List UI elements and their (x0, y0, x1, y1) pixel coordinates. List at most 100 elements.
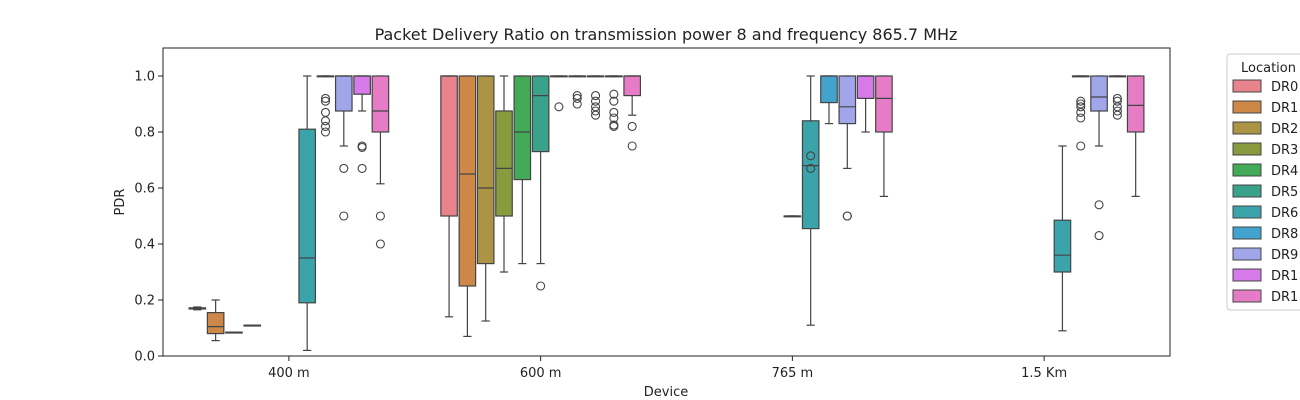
box-body (206, 312, 225, 335)
x-tick-label: 1.5 Km (1021, 366, 1067, 381)
legend-label: DR9 (1271, 248, 1298, 263)
outlier-point (609, 107, 619, 117)
box-dr8-765-m (820, 75, 838, 125)
legend-label: DR3 (1271, 143, 1298, 158)
legend: Location DR0 DR1 DR2 DR3 DR4 DR5 DR6 DR8 DR9 DR1 D… (1226, 53, 1300, 311)
box-body (531, 75, 550, 153)
box-dr1-400-m (206, 299, 225, 342)
box-body (476, 75, 495, 265)
box-body (838, 75, 857, 125)
legend-swatch (1232, 205, 1262, 219)
box-dr6-400-m (298, 75, 317, 351)
x-axis-label: Device (644, 385, 688, 400)
box-body (458, 75, 477, 287)
outlier-point (591, 110, 601, 120)
box-dr9-400-m (334, 75, 353, 221)
box-body (1053, 219, 1072, 273)
legend-swatch (1232, 289, 1262, 303)
outlier-point (320, 116, 331, 126)
box-body (801, 120, 820, 230)
outlier-point (1094, 200, 1104, 210)
legend-swatch (1232, 121, 1262, 135)
legend-label: DR1 (1271, 101, 1298, 116)
box-dr4-600-m (513, 75, 532, 265)
outlier-point (554, 102, 564, 112)
outlier-point (609, 121, 619, 131)
box-dr5-765-m (783, 215, 802, 218)
box-dr1-15-km (1126, 75, 1145, 197)
box-dr1-400-m (371, 75, 390, 249)
outlier-point (357, 142, 367, 152)
box-body (856, 75, 875, 99)
outlier-point (339, 211, 349, 221)
box-dr1-765-m (856, 75, 875, 133)
box-body (1126, 75, 1145, 133)
box-dr3-600-m (495, 75, 513, 273)
outlier-point (1076, 113, 1086, 123)
outlier-point (1112, 106, 1122, 116)
box-dr1-765-m (875, 75, 893, 197)
y-tick-label: 0.6 (134, 182, 155, 197)
box-dr8-15-km (1071, 75, 1090, 151)
box-body (1090, 75, 1108, 112)
box-body (495, 110, 513, 217)
y-tick-label: 0.4 (134, 238, 155, 253)
legend-label: DR6 (1271, 206, 1298, 221)
outlier-point (320, 96, 331, 106)
x-tick-label: 600 m (520, 366, 562, 381)
legend-swatch (1232, 79, 1262, 93)
legend-swatch (1232, 247, 1262, 261)
box-dr0-400-m (188, 306, 207, 311)
box-dr1-600-m (623, 75, 642, 151)
outlier-point (1076, 102, 1086, 112)
box-body (623, 75, 642, 97)
box-body (353, 75, 371, 95)
box-body (513, 75, 532, 181)
outlier-point (572, 93, 582, 103)
outlier-point (572, 99, 582, 109)
box-dr9-15-km (1090, 75, 1108, 241)
legend-label: DR5 (1271, 185, 1298, 200)
outlier-point (320, 121, 331, 131)
box-dr6-765-m (801, 75, 820, 326)
box-dr8-600-m (568, 75, 587, 109)
legend-swatch (1232, 226, 1262, 240)
box-dr1-15-km (1108, 75, 1127, 120)
box-body (334, 75, 353, 112)
legend-label: DR1 (1271, 290, 1298, 305)
box-dr1-600-m (605, 75, 623, 131)
outlier-point (609, 89, 619, 99)
outlier-point (339, 163, 349, 173)
box-body (875, 75, 893, 133)
outlier-point (806, 163, 816, 173)
legend-label: DR4 (1271, 164, 1298, 179)
legend-swatch (1232, 184, 1262, 198)
box-body (440, 75, 458, 217)
outlier-point (1076, 96, 1086, 106)
legend-swatch (1232, 163, 1262, 177)
box-dr6-600-m (550, 75, 568, 112)
outlier-point (609, 96, 619, 106)
y-tick-label: 0.0 (134, 350, 155, 365)
outlier-point (1112, 110, 1122, 120)
outlier-point (1112, 96, 1122, 106)
outlier-point (536, 281, 546, 291)
y-tick-label: 1.0 (134, 70, 155, 85)
box-dr3-400-m (243, 324, 262, 327)
legend-title: Location (1241, 61, 1296, 76)
box-dr8-400-m (316, 75, 335, 137)
chart-title: Packet Delivery Ratio on transmission po… (375, 25, 958, 44)
outlier-point (1076, 141, 1086, 151)
outlier-point (591, 96, 601, 106)
outlier-point (842, 211, 852, 221)
outlier-point (375, 239, 385, 249)
legend-frame (1226, 53, 1300, 311)
legend-label: DR1 (1271, 269, 1298, 284)
outlier-point (591, 106, 601, 116)
box-dr0-600-m (440, 75, 458, 318)
box-dr2-600-m (476, 75, 495, 322)
outlier-point (1076, 107, 1086, 117)
legend-label: DR8 (1271, 227, 1298, 242)
legend-label: DR2 (1271, 122, 1298, 137)
box-dr6-15-km (1053, 145, 1072, 332)
